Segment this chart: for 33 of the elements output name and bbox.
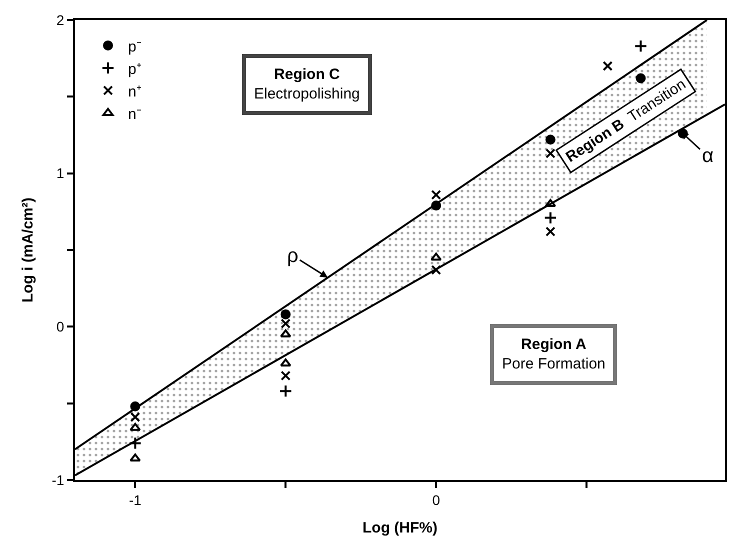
point: [128, 436, 142, 450]
point: [545, 148, 556, 158]
series-label: α: [702, 145, 714, 167]
point: [130, 454, 141, 462]
legend-label: p⁻: [128, 38, 142, 56]
legend-label: p⁺: [128, 60, 142, 78]
y-axis-title: Log i (mA/cm²): [19, 198, 36, 302]
point: [431, 190, 442, 200]
point: [544, 211, 558, 224]
y-tick-label: 1: [56, 165, 64, 182]
point: [130, 422, 141, 431]
point: [280, 370, 291, 381]
y-tick-label: 2: [56, 12, 64, 28]
point: [545, 134, 556, 145]
legend-label: n⁻: [128, 106, 142, 123]
point: [280, 329, 292, 338]
legend-label: n⁺: [128, 83, 142, 100]
x-axis-title: Log (HF%): [362, 519, 438, 536]
point: [430, 252, 442, 261]
point: [545, 226, 556, 237]
point: [602, 61, 613, 71]
point: [280, 358, 292, 366]
point: [130, 412, 140, 422]
point: [280, 318, 291, 329]
annotation: Region A Pore Formation: [502, 336, 606, 372]
point: [280, 309, 291, 320]
y-tick-label: 0: [56, 318, 64, 335]
series-label: ρ: [287, 245, 298, 267]
y-tick-label: -1: [52, 472, 64, 488]
point: [431, 264, 442, 275]
annotation: Region C Electropolishing: [254, 66, 360, 102]
point: [279, 384, 292, 398]
point: [634, 39, 648, 53]
